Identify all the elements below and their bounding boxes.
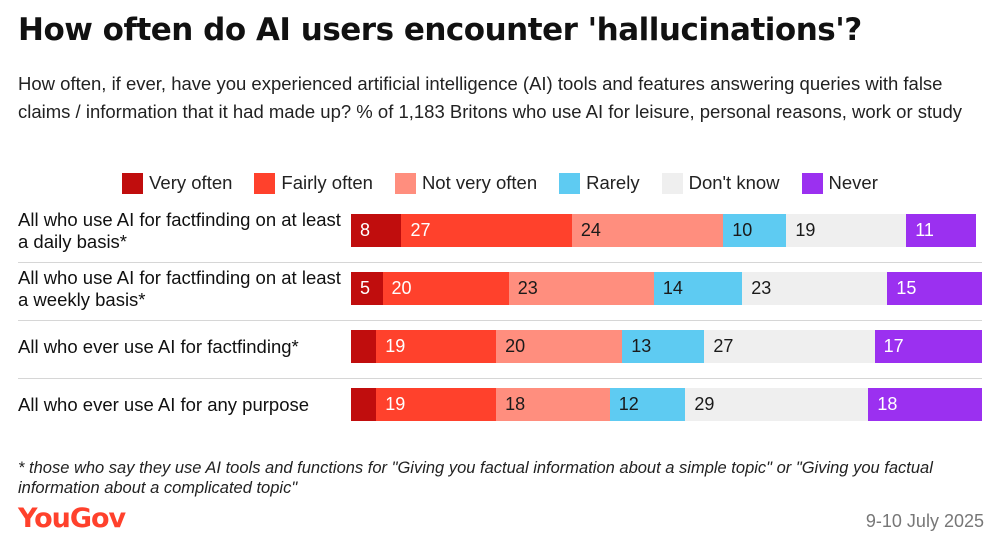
bar-segment-never: 15 (887, 272, 982, 305)
row-divider (18, 320, 982, 321)
data-label: 23 (751, 278, 772, 298)
legend-label: Don't know (688, 172, 780, 193)
legend-label: Very often (149, 172, 233, 193)
legend: Very often Fairly often Not very often Rare… (0, 172, 1000, 194)
bar-segment-very-often (351, 388, 377, 421)
legend-item-don-t-know: Don't know (661, 172, 780, 194)
data-label: 19 (795, 220, 816, 240)
bar-row: All who use AI for factfinding on at lea… (0, 204, 1000, 268)
bar-segment-very-often (351, 330, 377, 363)
category-label: All who ever use AI for factfinding* (18, 335, 299, 357)
row-divider (18, 262, 982, 263)
legend-item-fairly-often: Fairly often (254, 172, 373, 194)
legend-swatch (559, 172, 581, 194)
bar-segment-fairly-often: 20 (382, 272, 509, 305)
data-label: 10 (732, 220, 753, 240)
bar-segment-never: 17 (874, 330, 982, 363)
data-label: 23 (517, 278, 538, 298)
bar-segment-never: 18 (868, 388, 982, 421)
stacked-bar: 5 20 23 14 23 15 (351, 272, 982, 305)
bar-segment-fairly-often: 19 (376, 388, 497, 421)
data-label: 11 (915, 220, 934, 240)
bar-segment-rarely: 13 (622, 330, 705, 363)
bar-segment-rarely: 12 (609, 388, 686, 421)
legend-label: Not very often (421, 172, 538, 193)
survey-date: 9-10 July 2025 (865, 511, 984, 531)
category-label: All who use AI for factfinding on at lea… (18, 208, 341, 252)
data-label: 13 (631, 336, 652, 356)
bar-segment-fairly-often: 19 (376, 330, 497, 363)
data-label: 20 (391, 278, 412, 298)
category-label: All who ever use AI for any purpose (18, 393, 310, 415)
legend-item-not-very-often: Not very often (394, 172, 538, 194)
chart-subtitle: How often, if ever, have you experienced… (18, 73, 962, 122)
bar-segment-not-very-often: 23 (508, 272, 654, 305)
bar-segment-very-often: 5 (351, 272, 383, 305)
data-label: 17 (883, 336, 904, 356)
legend-label: Never (828, 172, 878, 193)
stacked-bar: 8 27 24 10 19 11 (351, 214, 982, 247)
data-label: 18 (505, 394, 526, 414)
bar-segment-not-very-often: 18 (496, 388, 610, 421)
legend-swatch (801, 172, 823, 194)
data-label: 27 (410, 220, 431, 240)
data-label: 24 (580, 220, 601, 240)
chart-title: How often do AI users encounter 'halluci… (18, 12, 862, 48)
bar-row: All who ever use AI for any purpose 19 18 1… (0, 378, 1000, 442)
legend-label: Fairly often (281, 172, 373, 193)
bar-segment-very-often: 8 (351, 214, 402, 247)
legend-swatch (254, 172, 276, 194)
row-divider (18, 378, 982, 379)
legend-item-rarely: Rarely (559, 172, 640, 194)
bar-segment-don-t-know: 23 (742, 272, 888, 305)
data-label: 18 (877, 394, 898, 414)
legend-swatch (394, 172, 416, 194)
data-label: 20 (505, 336, 526, 356)
legend-item-never: Never (801, 172, 878, 194)
legend-swatch (661, 172, 683, 194)
data-label: 14 (662, 278, 683, 298)
category-label: All who use AI for factfinding on at lea… (18, 266, 341, 310)
data-label: 19 (385, 394, 406, 414)
bar-segment-not-very-often: 20 (496, 330, 623, 363)
legend-swatch (122, 172, 144, 194)
bar-row: All who use AI for factfinding on at lea… (0, 262, 1000, 326)
data-label: 12 (618, 394, 639, 414)
legend-item-very-often: Very often (122, 172, 232, 194)
bar-segment-don-t-know: 27 (704, 330, 875, 363)
bar-segment-don-t-know: 19 (786, 214, 907, 247)
bar-row: All who ever use AI for factfinding* 19 20… (0, 320, 1000, 384)
data-label: 27 (713, 336, 734, 356)
bar-segment-rarely: 10 (723, 214, 787, 247)
yougov-logo: YouGov (18, 503, 126, 534)
legend-label: Rarely (586, 172, 640, 193)
data-label: 15 (896, 278, 917, 298)
bar-segment-never: 11 (906, 214, 976, 247)
stacked-bar: 19 18 12 29 18 (351, 388, 982, 421)
footnote: * those who say they use AI tools and fu… (18, 459, 933, 497)
data-label: 29 (694, 394, 715, 414)
bar-segment-don-t-know: 29 (685, 388, 869, 421)
data-label: 5 (360, 278, 371, 298)
bar-segment-rarely: 14 (653, 272, 743, 305)
data-label: 19 (385, 336, 406, 356)
bar-segment-fairly-often: 27 (401, 214, 572, 247)
bar-segment-not-very-often: 24 (571, 214, 724, 247)
stacked-bar: 19 20 13 27 17 (351, 330, 982, 363)
data-label: 8 (360, 220, 371, 240)
